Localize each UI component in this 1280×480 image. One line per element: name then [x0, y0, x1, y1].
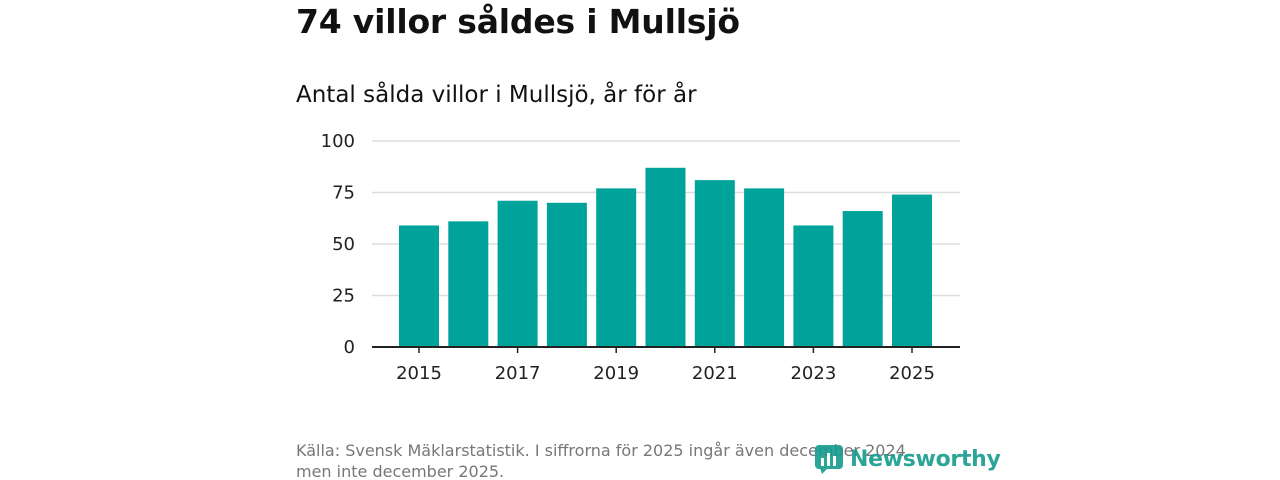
chart-subtitle: Antal sålda villor i Mullsjö, år för år	[296, 82, 697, 108]
bar-chart-logo-icon	[815, 445, 843, 474]
y-tick-label: 100	[321, 131, 355, 152]
brand-logo: Newsworthy	[814, 444, 1001, 474]
x-tick-label: 2021	[692, 363, 738, 384]
bar-2018	[546, 202, 587, 347]
x-tick-label: 2019	[593, 363, 639, 384]
x-tick-label: 2017	[495, 363, 541, 384]
bar-2019	[596, 188, 637, 347]
bar-2024	[842, 211, 883, 347]
y-tick-label: 50	[332, 234, 355, 255]
bar-2025	[892, 194, 932, 347]
page-title: 74 villor såldes i Mullsjö	[296, 2, 740, 41]
bar-2022	[744, 188, 785, 347]
x-tick-label: 2015	[396, 363, 442, 384]
bar-2015	[399, 225, 439, 347]
bar-2021	[694, 180, 735, 347]
y-tick-label: 75	[332, 183, 355, 204]
source-note-line-2: men inte december 2025.	[296, 462, 505, 480]
y-tick-label: 0	[344, 337, 355, 358]
source-note-line-1: Källa: Svensk Mäklarstatistik. I siffror…	[296, 441, 906, 460]
y-tick-label: 25	[332, 286, 355, 307]
bar-2016	[448, 221, 489, 347]
x-tick-label: 2025	[889, 363, 935, 384]
bar-2020	[645, 167, 686, 347]
brand-name: Newsworthy	[850, 446, 1001, 472]
x-tick-label: 2023	[790, 363, 836, 384]
bar-2023	[793, 225, 834, 347]
source-note: Källa: Svensk Mäklarstatistik. I siffror…	[296, 440, 906, 480]
bar-2017	[497, 200, 538, 347]
